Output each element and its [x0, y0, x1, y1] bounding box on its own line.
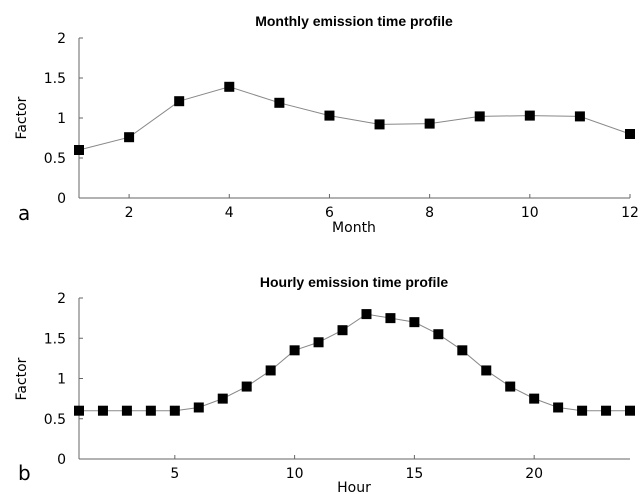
x-tick-label: 10 — [286, 466, 304, 482]
x-axis-label-monthly: Month — [332, 220, 376, 236]
y-tick-label: 1.5 — [44, 71, 66, 87]
y-tick-label: 0 — [57, 452, 66, 468]
y-axis-label-hourly: Factor — [14, 357, 30, 400]
data-point — [217, 393, 228, 404]
chart-title-hourly: Hourly emission time profile — [260, 274, 448, 290]
x-tick-label: 10 — [521, 205, 539, 221]
data-point — [524, 110, 535, 121]
data-point — [577, 405, 588, 416]
data-point — [145, 405, 156, 416]
data-point — [174, 96, 185, 107]
data-point — [324, 110, 335, 121]
data-point — [374, 119, 385, 130]
y-tick-label: 1 — [57, 111, 66, 127]
series-line — [78, 86, 631, 151]
data-point — [241, 381, 252, 392]
y-tick-label: 1.5 — [44, 331, 66, 347]
hourly-profile-chart: Hourly emission time profile Hour Factor… — [14, 274, 635, 494]
data-point — [385, 313, 396, 324]
data-point — [625, 405, 635, 416]
y-tick-label: 1 — [57, 372, 66, 388]
data-point — [409, 317, 420, 328]
x-tick-label: 4 — [225, 205, 234, 221]
y-tick-label: 0.5 — [44, 412, 66, 428]
data-point — [74, 405, 84, 416]
data-point — [457, 345, 468, 356]
x-tick-label: 15 — [405, 466, 423, 482]
data-point — [474, 111, 485, 122]
data-point — [574, 111, 585, 122]
data-point — [337, 325, 348, 336]
data-point — [169, 405, 180, 416]
data-point — [124, 132, 135, 143]
y-tick-label: 2 — [57, 291, 66, 307]
data-point — [121, 405, 132, 416]
data-point — [601, 405, 612, 416]
x-tick-label: 8 — [425, 205, 434, 221]
data-point — [265, 365, 276, 376]
y-tick-label: 2 — [57, 31, 66, 47]
data-point — [553, 402, 564, 413]
data-point — [289, 345, 300, 356]
data-point — [625, 129, 635, 139]
data-point — [97, 405, 108, 416]
data-point — [193, 402, 204, 413]
data-point — [74, 145, 84, 155]
data-point — [274, 97, 285, 108]
data-point — [505, 381, 516, 392]
data-point — [424, 118, 435, 129]
data-point — [313, 337, 324, 348]
data-point — [481, 365, 492, 376]
panel-label-b: b — [18, 461, 31, 485]
y-tick-label: 0.5 — [44, 151, 66, 167]
x-tick-label: 6 — [325, 205, 334, 221]
data-point — [529, 393, 540, 404]
monthly-profile-chart: Monthly emission time profile Month Fact… — [14, 13, 639, 236]
panel-label-a: a — [18, 201, 30, 225]
x-tick-label: 2 — [125, 205, 134, 221]
data-point — [224, 81, 235, 92]
chart-title-monthly: Monthly emission time profile — [255, 13, 453, 29]
series-line — [79, 313, 630, 412]
x-axis-label-hourly: Hour — [337, 480, 371, 494]
x-tick-label: 5 — [170, 466, 179, 482]
data-point — [433, 329, 444, 340]
x-tick-label: 20 — [525, 466, 543, 482]
y-axis-label-monthly: Factor — [14, 96, 30, 139]
data-point — [361, 309, 372, 320]
x-tick-label: 12 — [621, 205, 639, 221]
y-tick-label: 0 — [57, 191, 66, 207]
